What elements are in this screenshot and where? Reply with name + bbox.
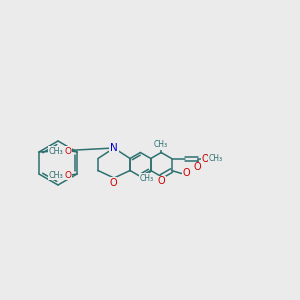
Text: CH₃: CH₃	[49, 170, 63, 179]
Text: O: O	[64, 170, 72, 179]
Text: O: O	[202, 154, 209, 164]
Text: O: O	[158, 176, 165, 187]
Text: CH₃: CH₃	[154, 140, 168, 149]
Text: CH₃: CH₃	[208, 154, 223, 163]
Text: N: N	[110, 143, 118, 153]
Text: CH₃: CH₃	[140, 174, 154, 183]
Text: O: O	[183, 169, 190, 178]
Text: O: O	[64, 146, 72, 155]
Text: O: O	[109, 178, 117, 188]
Text: CH₃: CH₃	[49, 146, 63, 155]
Text: O: O	[194, 163, 201, 172]
